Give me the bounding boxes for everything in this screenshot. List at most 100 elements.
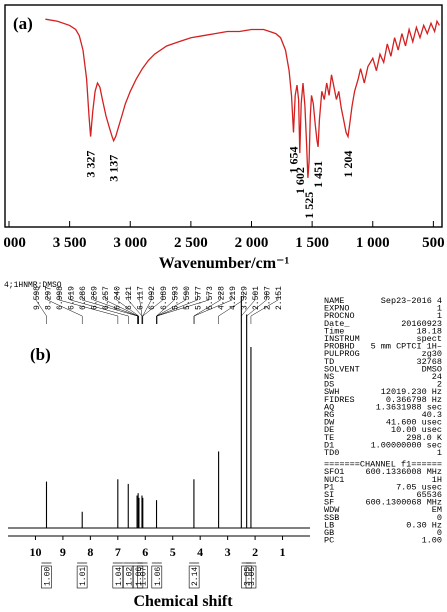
nmr-peak-leader-line [81, 292, 138, 324]
nmr-integral-value: 2.14 [191, 567, 200, 586]
nmr-peak-leader-line [70, 292, 129, 324]
nmr-x-tick-label: 5 [170, 545, 176, 559]
nmr-x-tick-label: 7 [115, 545, 121, 559]
nmr-peak-leader-line [218, 292, 244, 324]
nmr-peak-shift-label: 6.089 [160, 286, 169, 310]
ir-spectrum-line [45, 18, 440, 178]
nmr-param-key: RG [324, 410, 334, 420]
nmr-param-key: DW [324, 418, 335, 428]
nmr-param-key: NAME [324, 296, 344, 306]
nmr-param-key: SWH [324, 387, 339, 397]
nmr-peak-shift-label: 5.593 [171, 286, 180, 310]
nmr-peak-shift-label: 6.269 [91, 286, 100, 310]
nmr-integral-value: 1.00 [43, 567, 52, 586]
ir-x-tick-label: 2 500 [174, 235, 208, 251]
nmr-peak-shift-label: 5.573 [206, 286, 215, 310]
nmr-param-value: Sep23–2016 4 [381, 296, 442, 306]
nmr-x-tick-label: 3 [225, 545, 231, 559]
nmr-channel-param-value: 600.1300068 MHz [365, 498, 442, 508]
ir-x-axis-label: Wavenumber/cm⁻¹ [159, 255, 290, 272]
nmr-peak-leader-line [47, 292, 83, 324]
ir-peak-annotation: 1 525 [302, 192, 316, 219]
nmr-x-tick-label: 4 [197, 545, 203, 559]
nmr-param-key: D1 [324, 440, 334, 450]
nmr-param-value: 20160923 [401, 319, 442, 329]
nmr-x-tick-label: 8 [87, 545, 93, 559]
nmr-param-key: DE [324, 425, 334, 435]
nmr-param-value: 10.00 usec [391, 425, 442, 435]
nmr-peak-shift-label: 6.286 [79, 286, 88, 310]
nmr-integral-value: 1.06 [154, 567, 163, 586]
nmr-panel: 4;1HNMR;DMSO (b) 9.598 8.297 6.998 6.619 6.2… [4, 281, 443, 610]
nmr-channel-param-value: 0.30 Hz [406, 520, 442, 530]
ir-panel-label: (a) [13, 14, 33, 33]
ir-spectrum-line-group [45, 18, 440, 178]
nmr-peak-shift-label: 6.117 [137, 286, 146, 310]
ir-x-tick-label: 500 [422, 235, 445, 251]
nmr-param-value: 2 [437, 380, 442, 390]
nmr-x-axis-label: Chemical shift [133, 593, 233, 610]
nmr-peak-leader-line [193, 292, 233, 324]
nmr-peak-leader-line [250, 292, 279, 324]
nmr-channel-param-value: 600.1336008 MHz [365, 467, 442, 477]
nmr-integral-value: 1.02 [125, 567, 134, 586]
nmr-param-value: 12019.230 Hz [381, 387, 442, 397]
nmr-channel-param-value: 1H [432, 475, 442, 485]
nmr-channel-param-key: WDW [324, 505, 340, 515]
nmr-channel-param-value: 65536 [416, 490, 442, 500]
nmr-param-value: 24 [432, 372, 442, 382]
nmr-param-key: PULPROG [324, 349, 360, 359]
nmr-channel-param-key: SSB [324, 513, 339, 523]
nmr-param-key: SOLVENT [324, 364, 360, 374]
nmr-channel-param-key: SI [324, 490, 334, 500]
nmr-x-ticks: 10 9 8 7 6 5 4 3 2 1 [8, 535, 310, 559]
nmr-x-tick-label: 2 [252, 545, 258, 559]
nmr-peak-shift-label: 6.092 [148, 286, 157, 310]
ir-peak-annotation: 1 654 [286, 146, 300, 173]
nmr-integrals: 1.00 1.01 1.04 1.02 1.061.07 1.06 2.14 3.053.05 [41, 562, 257, 589]
nmr-integral-value: 1.06 [135, 567, 144, 586]
ir-x-tick-label: 1 000 [356, 235, 390, 251]
ir-peak-annotation: 1 602 [293, 167, 307, 194]
nmr-param-key: PROCNO [324, 311, 355, 321]
nmr-param-value: DMSO [422, 364, 442, 374]
nmr-param-value: spect [416, 334, 442, 344]
nmr-param-key: DS [324, 380, 334, 390]
nmr-peak-leader-line [104, 292, 139, 324]
ir-x-ticks: 4 000 3 500 3 000 2 500 2 000 1 500 1 000 500 [0, 221, 445, 251]
nmr-param-value: 41.600 usec [386, 418, 442, 428]
nmr-peak-shift-label: 9.598 [33, 286, 42, 310]
nmr-x-tick-label: 10 [29, 545, 41, 559]
nmr-x-tick-label: 6 [142, 545, 148, 559]
nmr-param-key: TD0 [324, 448, 339, 458]
nmr-integral-box [245, 565, 257, 589]
nmr-peak-leader-line [142, 292, 164, 324]
ir-peak-annotation: 3 137 [107, 155, 121, 182]
nmr-param-value: 5 mm CPTCI 1H– [371, 342, 442, 352]
nmr-integral-box [41, 565, 52, 589]
nmr-peak-shift-label: 5.577 [194, 286, 203, 310]
nmr-peak-shift-label: 6.998 [56, 286, 65, 310]
ir-x-tick-label: 1 500 [295, 235, 329, 251]
nmr-param-key: PROBHD [324, 342, 355, 352]
ir-panel: (a) 4 000 3 500 3 000 2 500 2 000 1 500 1 000 5… [0, 4, 445, 272]
nmr-peak-label-group: 9.598 8.297 6.998 6.619 6.286 6.269 6.257 6.240… [33, 286, 284, 324]
nmr-param-value: 1.00000000 sec [371, 440, 442, 450]
nmr-param-key: AQ [324, 402, 334, 412]
nmr-channel-param-key: GB [324, 528, 334, 538]
nmr-param-value: zg30 [422, 349, 442, 359]
nmr-peak-leader-line [156, 292, 210, 324]
nmr-integral-value: 3.05 [248, 567, 257, 586]
nmr-param-value: 18.18 [416, 326, 442, 336]
nmr-peak-shift-label: 6.257 [102, 286, 111, 310]
nmr-peak-shift-label: 3.329 [240, 286, 249, 310]
nmr-param-key: INSTRUM [324, 334, 360, 344]
nmr-channel-param-key: NUC1 [324, 475, 344, 485]
nmr-param-key: Time [324, 326, 344, 336]
nmr-integral-box [188, 565, 200, 589]
nmr-param-key: EXPNO [324, 304, 350, 314]
nmr-integral-value: 1.01 [79, 567, 88, 586]
nmr-channel-param-key: LB [324, 520, 334, 530]
